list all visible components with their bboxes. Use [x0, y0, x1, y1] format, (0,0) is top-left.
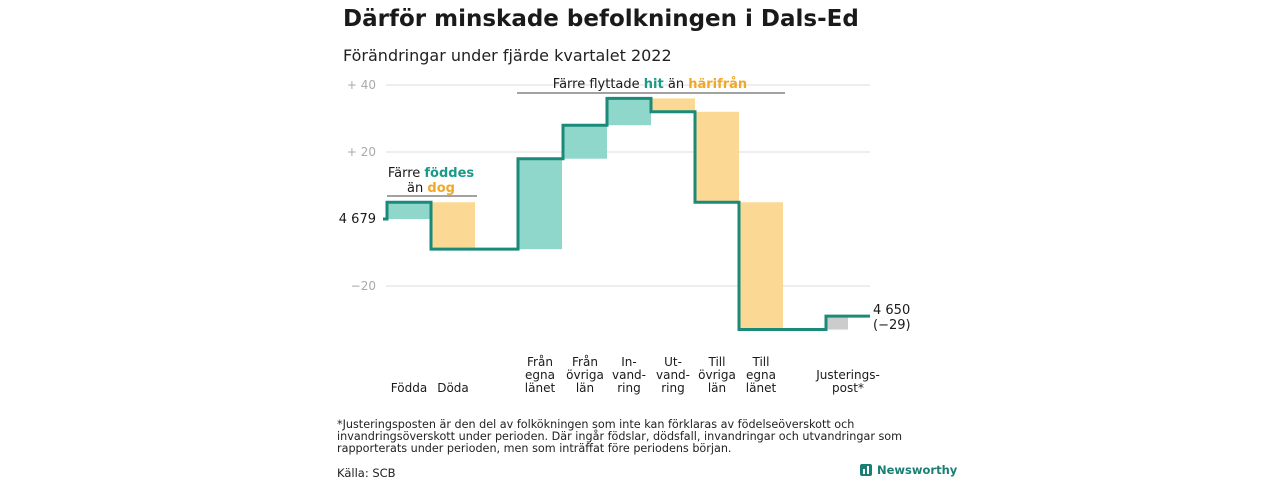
- waterfall-bar: [518, 158, 562, 250]
- waterfall-bar: [563, 125, 607, 159]
- category-label: egna: [525, 368, 555, 382]
- category-label: Från: [572, 355, 598, 369]
- category-label: vand-: [656, 368, 690, 382]
- category-label: Justerings-: [815, 368, 880, 382]
- category-label: länet: [525, 381, 556, 395]
- category-label: Ut-: [664, 355, 682, 369]
- category-label: Från: [527, 355, 553, 369]
- category-label: län: [708, 381, 726, 395]
- cumulative-step-line: [383, 96, 870, 332]
- brand-name: Newsworthy: [877, 463, 958, 477]
- start-value-label: 4 679: [339, 212, 376, 227]
- waterfall-bar: [431, 202, 475, 250]
- annotation-births-deaths: än dog: [407, 181, 455, 196]
- waterfall-bar: [739, 202, 783, 330]
- footnote: *Justeringsposten är den del av folkökni…: [337, 418, 903, 455]
- category-label: ring: [617, 381, 641, 395]
- waterfall-bar: [607, 98, 651, 126]
- category-label: vand-: [612, 368, 646, 382]
- category-label: län: [576, 381, 594, 395]
- category-label: Födda: [391, 381, 427, 395]
- y-tick-label: + 20: [347, 145, 376, 159]
- waterfall-bar: [651, 98, 695, 112]
- y-tick-label: −20: [351, 279, 376, 293]
- category-label: egna: [746, 368, 776, 382]
- category-label: länet: [746, 381, 777, 395]
- category-label: Döda: [437, 381, 469, 395]
- waterfall-bar: [695, 111, 739, 203]
- annotation-births-deaths: Färre föddes: [388, 166, 475, 181]
- chart-title: Därför minskade befolkningen i Dals-Ed: [343, 6, 859, 32]
- category-label: ring: [661, 381, 685, 395]
- end-change-label: (−29): [873, 318, 911, 333]
- category-label: övriga: [566, 368, 604, 382]
- waterfall-bar: [387, 202, 431, 219]
- chart-subtitle: Förändringar under fjärde kvartalet 2022: [343, 46, 672, 65]
- category-label: post*: [832, 381, 864, 395]
- annotation-migration: Färre flyttade hit än härifrån: [553, 77, 747, 92]
- y-tick-label: + 40: [347, 78, 376, 92]
- waterfall-bar: [826, 316, 848, 330]
- newsworthy-logo-icon: [860, 464, 872, 476]
- source-credit: Källa: SCB: [337, 466, 396, 480]
- category-label: Till: [752, 355, 770, 369]
- category-label: övriga: [698, 368, 736, 382]
- end-value-label: 4 650: [873, 303, 910, 318]
- category-label: Till: [708, 355, 726, 369]
- brand-mark: Newsworthy: [860, 463, 957, 477]
- category-label: In-: [621, 355, 636, 369]
